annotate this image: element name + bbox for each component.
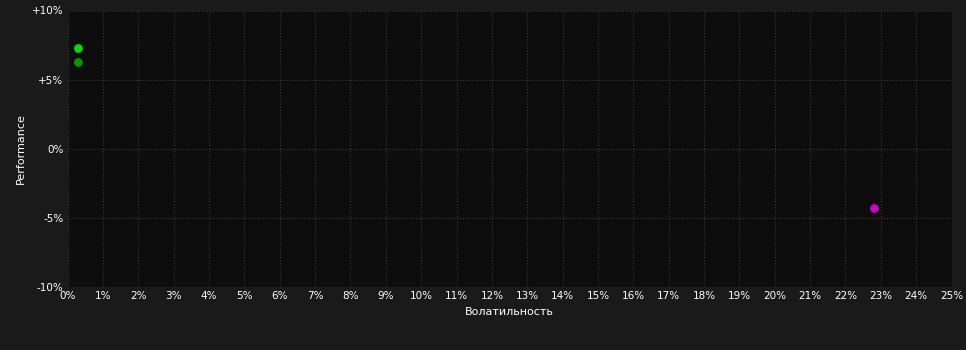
Point xyxy=(71,59,86,64)
Y-axis label: Performance: Performance xyxy=(16,113,26,184)
Point xyxy=(866,205,881,211)
X-axis label: Волатильность: Волатильность xyxy=(465,307,554,317)
Point xyxy=(71,45,86,51)
